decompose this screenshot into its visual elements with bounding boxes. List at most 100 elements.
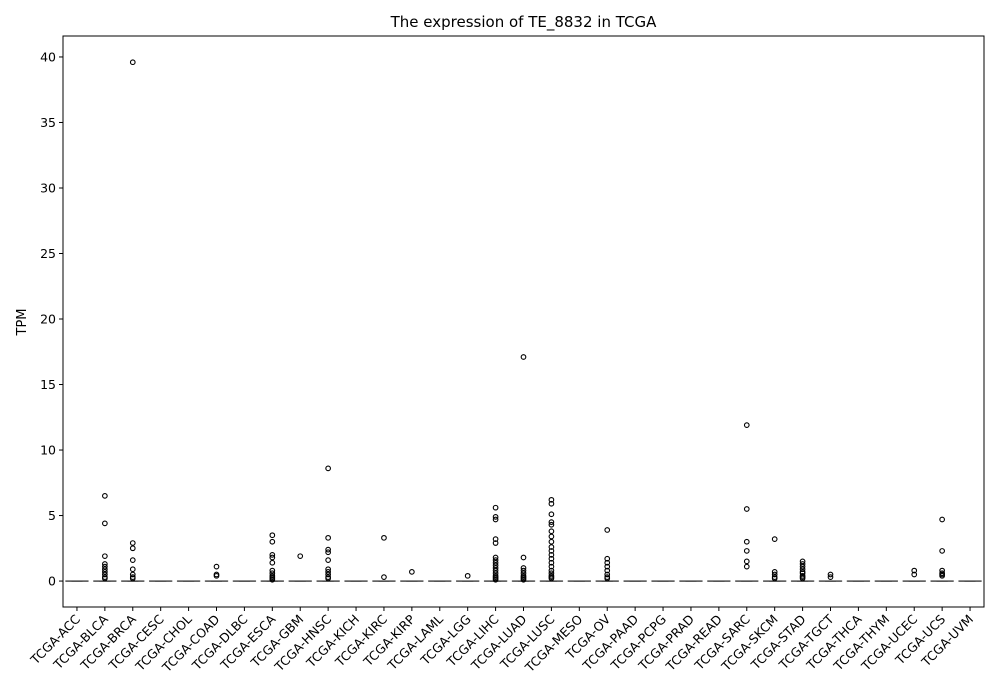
outlier-point [799, 570, 806, 577]
outlier-point [381, 534, 387, 541]
outlier-point [604, 575, 611, 582]
outlier-point [799, 575, 806, 582]
y-axis-label: TPM [15, 309, 30, 337]
outlier-point [743, 506, 750, 512]
outlier-point [520, 565, 527, 571]
outlier-point [548, 575, 555, 582]
y-tick-label: 0 [48, 574, 56, 589]
outlier-point [799, 566, 806, 573]
outlier-point [520, 354, 527, 360]
outlier-point [548, 496, 555, 503]
outlier-point [129, 545, 136, 552]
outlier-point [548, 500, 555, 507]
y-tick-label: 15 [40, 377, 56, 392]
outlier-point [325, 575, 331, 582]
outlier-point [604, 559, 611, 566]
outlier-point [102, 575, 108, 582]
outlier-point [743, 422, 750, 428]
outlier-point [492, 516, 499, 523]
y-tick-label: 20 [40, 312, 56, 327]
outlier-point [604, 527, 611, 533]
x-axis: TCGA-ACCTCGA-BLCATCGA-BRCATCGA-CESCTCGA-… [27, 607, 976, 676]
outlier-point [492, 536, 499, 542]
y-tick-label: 25 [40, 246, 56, 261]
y-tick-label: 35 [40, 115, 56, 130]
outlier-point [269, 538, 276, 545]
outlier-point [102, 566, 108, 573]
outlier-point [325, 534, 331, 541]
outlier-point [129, 566, 136, 573]
outlier-point [129, 571, 136, 578]
outlier-point [129, 59, 136, 66]
y-tick-label: 40 [40, 49, 56, 64]
outlier-point [325, 546, 331, 553]
outlier-point [492, 567, 499, 574]
outlier-point [269, 532, 276, 539]
outlier-point [548, 519, 555, 525]
outlier-point [520, 576, 527, 583]
outlier-point [939, 567, 945, 574]
outlier-point [325, 557, 331, 563]
outlier-point [548, 511, 555, 518]
outlier-point [548, 544, 555, 550]
outlier-point [548, 538, 555, 545]
outlier-point [604, 567, 611, 574]
outlier-point [743, 558, 750, 565]
outlier-point [743, 538, 750, 545]
outlier-point [771, 536, 778, 542]
outlier-point [799, 558, 806, 565]
outlier-point [939, 572, 945, 579]
outlier-point [297, 553, 304, 560]
outlier-point [325, 566, 331, 573]
outlier-point [102, 553, 108, 560]
outlier-point [129, 557, 136, 563]
outlier-point [213, 563, 220, 570]
outlier-point [102, 569, 108, 575]
outlier-point [492, 540, 499, 546]
y-axis: 0 5 10 15 20 25 30 35 40 [40, 49, 63, 589]
outlier-point [548, 570, 555, 577]
outlier-point [129, 540, 136, 546]
outlier-series [102, 59, 945, 583]
outlier-point [939, 548, 945, 554]
y-tick-label: 30 [40, 180, 56, 195]
outlier-point [269, 552, 276, 558]
outlier-point [520, 570, 527, 577]
outlier-point [492, 504, 499, 511]
outlier-point [827, 574, 834, 580]
outlier-point [269, 570, 276, 577]
outlier-point [409, 569, 415, 575]
y-tick-label: 10 [40, 443, 56, 458]
outlier-point [492, 576, 499, 583]
plot-frame [62, 35, 985, 608]
outlier-point [325, 549, 331, 556]
outlier-point [213, 572, 220, 579]
outlier-point [548, 533, 555, 540]
outlier-point [102, 561, 108, 567]
outlier-point [548, 555, 555, 562]
outlier-point [939, 516, 945, 523]
outlier-point [771, 575, 778, 582]
chart-title: The expression of TE_8832 in TCGA [390, 13, 657, 32]
outlier-point [492, 559, 499, 566]
outlier-point [911, 571, 918, 578]
outlier-point [325, 571, 331, 578]
outlier-point [911, 567, 918, 574]
outlier-point [102, 520, 108, 527]
outlier-point [827, 571, 834, 578]
outlier-point [771, 569, 778, 575]
outlier-point [520, 554, 527, 561]
outlier-point [548, 528, 555, 535]
y-tick-label: 5 [48, 508, 56, 523]
outlier-point [548, 563, 555, 570]
outlier-point [492, 562, 499, 569]
outlier-point [799, 561, 806, 567]
outlier-point [102, 563, 108, 570]
outlier-point [799, 563, 806, 570]
outlier-point [492, 514, 499, 520]
outlier-point [743, 548, 750, 554]
outlier-point [492, 557, 499, 563]
outlier-point [520, 567, 527, 574]
outlier-point [604, 555, 611, 562]
outlier-point [492, 570, 499, 577]
